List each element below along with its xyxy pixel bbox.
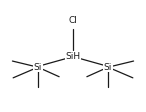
- Text: Si: Si: [104, 63, 112, 72]
- Text: Cl: Cl: [69, 16, 77, 25]
- Text: SiH: SiH: [65, 52, 81, 60]
- Text: Si: Si: [34, 63, 42, 72]
